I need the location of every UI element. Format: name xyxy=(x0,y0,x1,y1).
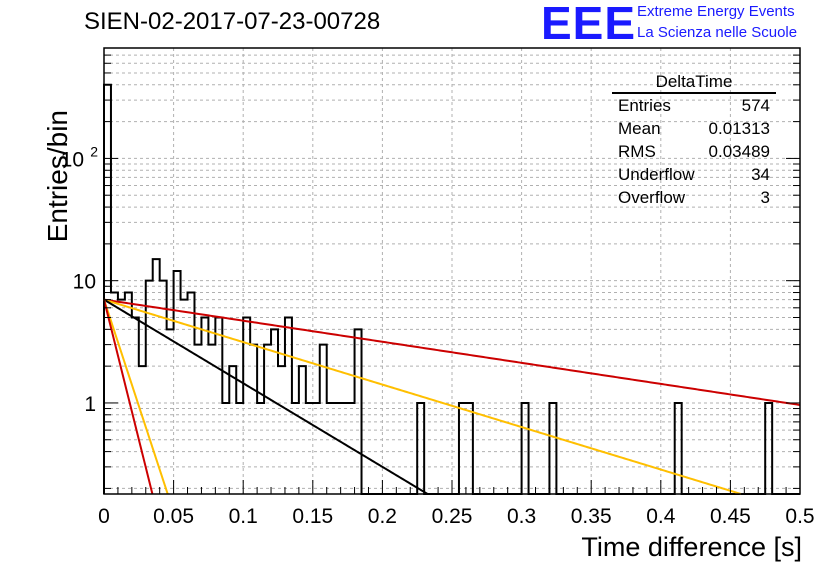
fit-curve xyxy=(103,299,169,495)
x-tick-label: 0.4 xyxy=(646,505,676,528)
stats-label: Overflow xyxy=(618,188,686,207)
eee-logo: EEE xyxy=(541,0,637,49)
y-tick-label-exponent: 2 xyxy=(90,143,98,159)
stats-value: 574 xyxy=(741,96,770,115)
y-tick-label: 10 xyxy=(61,148,84,171)
x-tick-label: 0.05 xyxy=(153,505,194,528)
y-axis-label: Entries/bin xyxy=(42,110,73,243)
x-tick-label: 0 xyxy=(98,505,110,528)
stats-title: DeltaTime xyxy=(612,72,776,94)
y-tick-label: 10 xyxy=(73,271,96,294)
y-axis-label-box: Entries/bin xyxy=(6,110,73,242)
grid xyxy=(104,48,800,494)
stats-label: Mean xyxy=(618,119,661,138)
stats-value: 0.01313 xyxy=(708,119,770,138)
stats-box: DeltaTime Entries 574 Mean 0.01313 RMS 0… xyxy=(612,72,776,209)
tick-labels: 0 0.05 0.1 0.15 0.2 0.25 0.3 0.35 0.4 0.45 0.5 1 10 1… xyxy=(61,143,815,528)
x-tick-label: 0.5 xyxy=(785,505,814,528)
fit-curves xyxy=(103,298,801,495)
x-tick-label: 0.2 xyxy=(368,505,397,528)
chart-title: SIEN-02-2017-07-23-00728 xyxy=(84,8,381,35)
stats-value: 3 xyxy=(760,188,770,207)
x-tick-label: 0.45 xyxy=(710,505,751,528)
y-tick-label: 1 xyxy=(84,393,96,416)
fit-curve xyxy=(103,298,742,495)
logo-line-1: Extreme Energy Events xyxy=(637,3,795,20)
stats-row: Entries 574 xyxy=(612,94,776,117)
stats-label: Underflow xyxy=(618,165,695,184)
stats-row: Mean 0.01313 xyxy=(612,117,776,140)
axis-ticks xyxy=(103,54,801,494)
x-tick-label: 0.35 xyxy=(571,505,612,528)
stats-row: RMS 0.03489 xyxy=(612,140,776,163)
x-tick-label: 0.15 xyxy=(292,505,333,528)
stats-label: RMS xyxy=(618,142,656,161)
logo-line-2: La Scienza nelle Scuole xyxy=(637,24,798,41)
stats-row: Overflow 3 xyxy=(612,186,776,209)
stats-row: Underflow 34 xyxy=(612,163,776,186)
x-tick-label: 0.25 xyxy=(432,505,473,528)
stats-value: 34 xyxy=(751,165,770,184)
fit-curve xyxy=(103,299,154,495)
fit-curve xyxy=(103,298,801,406)
stats-label: Entries xyxy=(618,96,671,115)
stats-value: 0.03489 xyxy=(708,142,770,161)
fit-curve xyxy=(103,298,429,495)
x-tick-label: 0.1 xyxy=(229,505,258,528)
x-axis-label: Time difference [s] xyxy=(581,532,802,562)
x-tick-label: 0.3 xyxy=(507,505,536,528)
